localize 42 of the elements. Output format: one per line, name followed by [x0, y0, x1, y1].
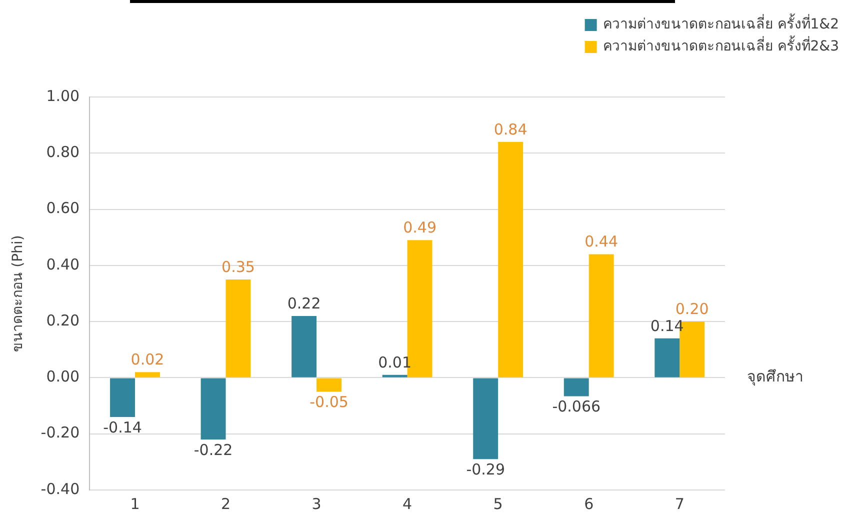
data-label: -0.05	[310, 393, 348, 412]
y-tick-label: 0.20	[46, 311, 80, 330]
data-label: 0.84	[494, 120, 528, 138]
bar	[588, 254, 614, 378]
y-tick-label: 0.00	[46, 368, 80, 386]
data-label: -0.22	[194, 440, 233, 459]
x-tick-label: 7	[674, 494, 684, 513]
data-label: -0.14	[103, 418, 142, 436]
bar	[564, 378, 589, 396]
bar	[654, 338, 680, 378]
data-label: 0.49	[403, 218, 436, 237]
data-label: 0.22	[287, 294, 321, 312]
legend-label: ความต่างขนาดตะกอนเฉลี่ย ครั้งที่1&2	[602, 14, 840, 33]
data-label: 0.02	[130, 350, 164, 368]
y-tick-label: 0.80	[46, 143, 80, 162]
bar	[200, 378, 226, 440]
bar	[498, 142, 524, 378]
data-label: 0.35	[222, 258, 255, 276]
x-tick-label: 6	[584, 494, 594, 513]
x-tick-label: 1	[130, 494, 140, 513]
x-axis-title: จุดศึกษา	[747, 368, 803, 387]
data-label: 0.44	[584, 232, 618, 251]
data-label: 0.20	[675, 300, 709, 318]
bar	[473, 378, 498, 460]
y-tick-label: -0.20	[40, 424, 80, 442]
bar	[292, 316, 317, 378]
y-axis-title: ขนาดตะกอน (Phi)	[10, 235, 26, 352]
x-tick-label: 2	[220, 494, 231, 513]
bar	[226, 279, 251, 378]
data-label: -0.29	[466, 460, 505, 479]
x-tick-label: 3	[312, 494, 322, 513]
y-tick-label: -0.40	[40, 480, 80, 498]
y-tick-label: 0.60	[46, 199, 80, 218]
bar	[110, 378, 135, 418]
x-tick-label: 4	[402, 494, 412, 513]
legend-label: ความต่างขนาดตะกอนเฉลี่ย ครั้งที่2&3	[602, 36, 840, 55]
y-tick-label: 1.00	[46, 86, 80, 105]
data-label: -0.066	[552, 398, 601, 416]
y-tick-label: 0.40	[46, 255, 80, 274]
x-tick-label: 5	[493, 494, 503, 513]
bar	[316, 378, 342, 392]
bar	[134, 372, 160, 378]
